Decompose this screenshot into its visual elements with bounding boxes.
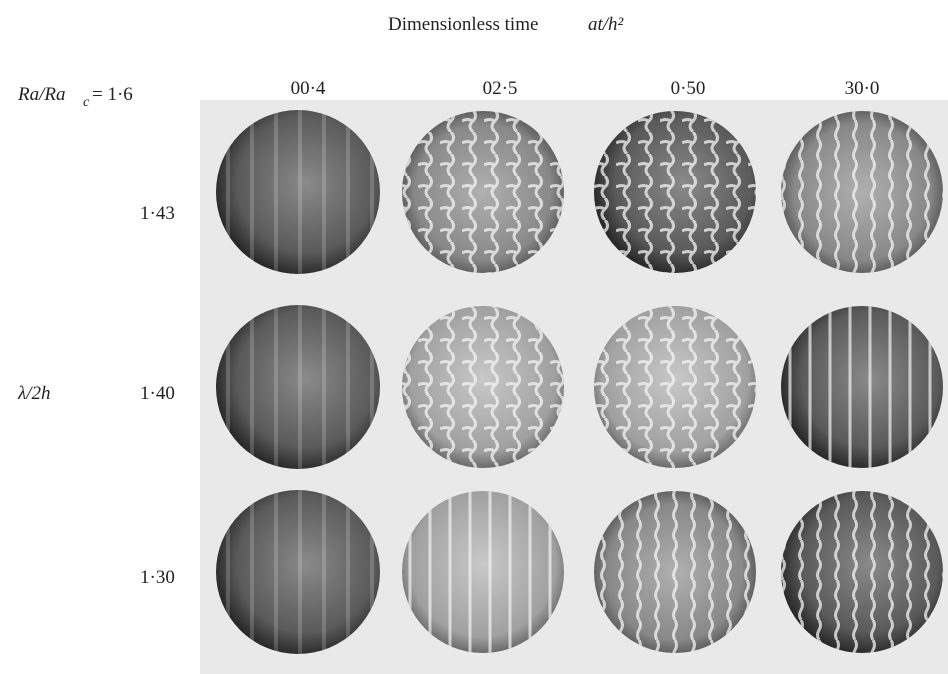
disk-pattern [216, 305, 380, 469]
disk-pattern [216, 490, 380, 654]
row-label: 1·40 [140, 383, 175, 404]
parameter-symbol: Ra/Ra [17, 84, 66, 105]
disk-pattern [594, 111, 756, 273]
row-label: 1·43 [140, 203, 175, 224]
column-label: 00·4 [291, 78, 326, 99]
disk-pattern [781, 306, 943, 468]
parameter-value: = 1·6 [92, 84, 133, 105]
column-label: 0·50 [671, 78, 706, 99]
column-label: 30·0 [845, 78, 880, 99]
disk-pattern [216, 110, 380, 274]
disk-pattern [402, 306, 564, 468]
disks [216, 110, 943, 654]
row-label: 1·30 [140, 567, 175, 588]
column-label: 02·5 [483, 78, 518, 99]
disk-pattern [594, 306, 756, 468]
disk-pattern [402, 491, 564, 653]
parameter-subscript: c [83, 95, 90, 110]
disk-pattern [594, 491, 756, 653]
disk-pattern [402, 111, 564, 273]
disk-pattern [781, 111, 943, 273]
figure-title: Dimensionless time [388, 14, 538, 35]
figure-title-symbol: at/h² [588, 14, 624, 35]
disk-pattern [781, 491, 943, 653]
row-axis-label: λ/2h [17, 383, 51, 404]
